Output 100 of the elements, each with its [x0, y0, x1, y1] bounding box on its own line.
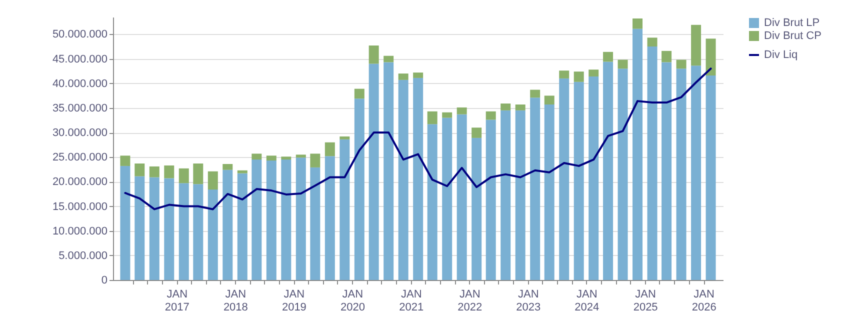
x-tick-label: JAN 2023	[516, 288, 541, 313]
bar	[398, 80, 408, 280]
y-tick-label: 45.000.000	[52, 53, 108, 66]
bar	[252, 160, 262, 280]
bar	[427, 111, 438, 124]
bar	[134, 176, 145, 280]
bar	[647, 38, 658, 46]
bar	[530, 90, 540, 98]
bar	[237, 170, 248, 174]
bar	[486, 120, 496, 280]
bar	[324, 156, 335, 280]
bar	[676, 68, 686, 280]
bar	[544, 96, 554, 105]
bar	[530, 98, 540, 280]
bar	[632, 28, 643, 280]
bar	[384, 56, 394, 62]
bar	[340, 139, 350, 280]
bar	[252, 154, 262, 160]
bar	[706, 38, 716, 76]
bar	[164, 165, 174, 178]
bar	[340, 136, 350, 140]
bar	[456, 114, 467, 280]
bar	[472, 128, 482, 138]
y-tick-label: 5.000.000	[58, 250, 108, 262]
x-tick-label: JAN 2019	[282, 288, 306, 313]
bar	[178, 168, 189, 184]
bar	[222, 170, 233, 280]
bar	[164, 178, 174, 280]
bar	[354, 88, 364, 99]
bar	[296, 158, 306, 280]
y-tick-label: 25.000.000	[52, 152, 108, 164]
bar	[456, 107, 467, 114]
bar	[193, 163, 204, 184]
x-tick-label: JAN 2021	[399, 288, 424, 313]
x-tick-label: JAN 2024	[574, 288, 600, 313]
bar	[266, 160, 276, 280]
bar	[120, 156, 130, 166]
bar	[384, 62, 394, 280]
bar	[442, 112, 452, 118]
bar	[237, 173, 248, 280]
bar	[413, 78, 424, 280]
bar	[266, 156, 276, 161]
bar	[706, 76, 716, 280]
x-tick-label: JAN 2017	[164, 288, 190, 313]
bar	[281, 156, 292, 160]
bar	[427, 124, 438, 280]
bar	[515, 104, 526, 110]
bar	[574, 72, 584, 82]
legend-label: Div Brut LP	[764, 17, 820, 29]
bar	[618, 68, 628, 280]
y-tick-label: 0	[101, 274, 108, 286]
bar	[296, 154, 306, 158]
bar	[442, 118, 452, 280]
bar	[559, 70, 570, 78]
bar	[588, 70, 599, 76]
legend-label: Div Brut CP	[764, 30, 822, 42]
bar	[208, 171, 218, 190]
x-tick-label: JAN 2020	[340, 288, 365, 313]
x-tick-label: JAN 2025	[633, 288, 658, 313]
bar	[500, 110, 511, 280]
bar	[208, 190, 218, 280]
y-tick-label: 35.000.000	[52, 102, 108, 114]
bar	[486, 111, 496, 120]
bar	[603, 52, 614, 62]
y-tick-label: 40.000.000	[52, 78, 108, 90]
y-tick-label: 10.000.000	[52, 225, 108, 238]
bar	[676, 60, 686, 69]
bar	[515, 110, 526, 280]
y-tick-label: 15.000.000	[52, 200, 108, 213]
bar	[368, 46, 379, 64]
bar	[310, 167, 320, 280]
bar	[354, 98, 364, 280]
bar	[691, 66, 702, 280]
bar	[178, 183, 189, 280]
x-tick-label: JAN 2026	[692, 288, 716, 313]
bar	[632, 18, 643, 29]
y-tick-label: 50.000.000	[52, 28, 108, 41]
bar	[324, 142, 335, 156]
bar	[120, 166, 130, 280]
bar	[574, 82, 584, 280]
bar	[368, 64, 379, 280]
bar	[603, 62, 614, 280]
bar	[691, 24, 702, 66]
y-tick-label: 30.000.000	[52, 127, 108, 140]
bar	[559, 78, 570, 280]
bar	[149, 177, 160, 280]
bar	[149, 166, 160, 178]
x-tick-label: JAN 2018	[223, 288, 248, 313]
x-tick-label: JAN 2022	[458, 288, 482, 313]
bar	[281, 160, 292, 280]
bar	[134, 163, 145, 176]
bar	[310, 154, 320, 168]
legend-label: Div Liq	[764, 49, 798, 61]
bar	[500, 104, 511, 110]
bar	[222, 164, 233, 170]
line-series	[124, 68, 712, 210]
bar	[588, 76, 599, 280]
bar	[413, 72, 424, 78]
bar	[662, 50, 672, 62]
bar	[662, 62, 672, 280]
